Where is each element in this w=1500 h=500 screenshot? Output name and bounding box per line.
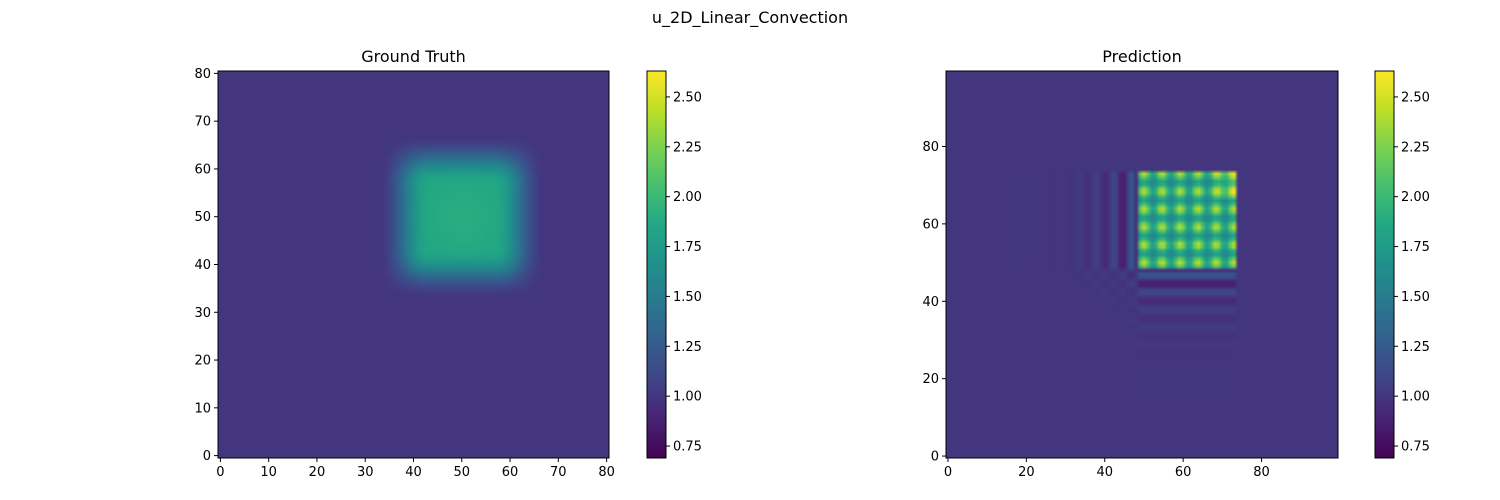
- axes-frame: [945, 70, 1339, 459]
- x-tick-label: 60: [1175, 465, 1192, 480]
- colorbar-tick-label: 0.75: [1401, 440, 1430, 455]
- y-tick-label: 0: [203, 449, 211, 464]
- colorbar-tick-label: 2.25: [1401, 140, 1430, 155]
- x-tick-label: 50: [453, 465, 470, 480]
- colorbar: [1374, 70, 1395, 459]
- y-tick-label: 10: [194, 401, 211, 416]
- x-tick-label: 80: [1253, 465, 1270, 480]
- x-tick-label: 80: [598, 465, 615, 480]
- colorbar-tick-label: 0.75: [673, 440, 702, 455]
- y-tick-label: 60: [194, 162, 211, 177]
- y-tick-label: 50: [194, 210, 211, 225]
- colorbar-tick-label: 1.25: [1401, 340, 1430, 355]
- panel-ground-truth: Ground Truth 0 10 20 30 40 50 60 70 80 0 10 20 30 40 50…: [194, 47, 702, 480]
- colorbar-tick-label: 1.50: [1401, 290, 1430, 305]
- panel-prediction: Prediction 0 20 40 60 80 0 20 40 60 80 0.75 1.00 1.25…: [922, 47, 1430, 480]
- x-tick-label: 0: [944, 465, 952, 480]
- panel-title: Prediction: [1102, 47, 1181, 66]
- figure-suptitle: u_2D_Linear_Convection: [652, 8, 848, 28]
- y-tick-label: 20: [194, 354, 211, 369]
- panel-title: Ground Truth: [361, 47, 466, 66]
- colorbar-tick-label: 1.00: [673, 390, 702, 405]
- colorbar-tick-label: 2.50: [1401, 90, 1430, 105]
- colorbar-tick-label: 1.25: [673, 340, 702, 355]
- y-tick-label: 80: [194, 67, 211, 82]
- y-tick-label: 20: [922, 372, 939, 387]
- x-tick-label: 0: [216, 465, 224, 480]
- heatmap-image: [218, 71, 609, 458]
- y-tick-label: 60: [922, 217, 939, 232]
- x-tick-label: 40: [405, 465, 422, 480]
- colorbar-tick-label: 1.00: [1401, 390, 1430, 405]
- colorbar-tick-label: 2.00: [673, 190, 702, 205]
- colorbar-tick-label: 1.75: [1401, 240, 1430, 255]
- heatmap-image: [946, 71, 1338, 458]
- colorbar-tick-label: 1.50: [673, 290, 702, 305]
- y-tick-label: 40: [194, 258, 211, 273]
- y-tick-label: 0: [931, 450, 939, 465]
- colorbar-tick-label: 2.50: [673, 90, 702, 105]
- y-tick-label: 30: [194, 306, 211, 321]
- x-tick-label: 40: [1096, 465, 1113, 480]
- x-tick-label: 10: [260, 465, 277, 480]
- x-tick-label: 60: [502, 465, 519, 480]
- x-tick-label: 30: [357, 465, 374, 480]
- panels: Ground Truth 0 10 20 30 40 50 60 70 80 0 10 20 30 40 50…: [194, 47, 1430, 480]
- y-tick-label: 70: [194, 115, 211, 130]
- y-tick-label: 80: [922, 140, 939, 155]
- x-tick-label: 20: [309, 465, 326, 480]
- colorbar-tick-label: 2.00: [1401, 190, 1430, 205]
- colorbar-tick-label: 1.75: [673, 240, 702, 255]
- x-tick-label: 70: [550, 465, 567, 480]
- colorbar-tick-label: 2.25: [673, 140, 702, 155]
- y-tick-label: 40: [922, 295, 939, 310]
- colorbar: [646, 70, 667, 459]
- x-tick-label: 20: [1018, 465, 1035, 480]
